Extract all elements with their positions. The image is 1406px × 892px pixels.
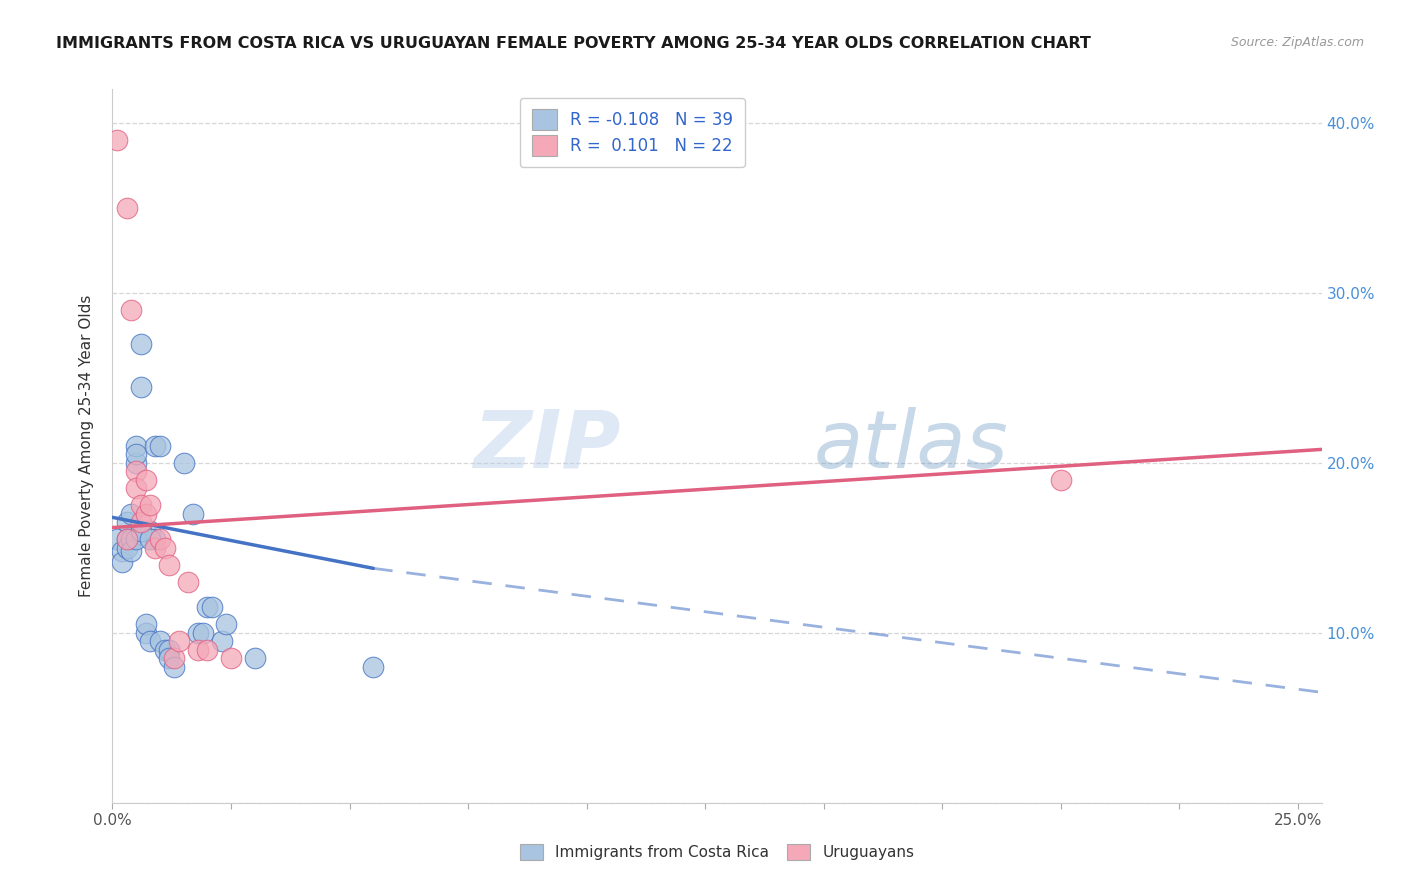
Point [215, 617, 238, 632]
Point [105, 533, 128, 547]
Point [201, 600, 224, 615]
Point [135, 617, 157, 632]
Point [115, 541, 138, 555]
Text: Source: ZipAtlas.com: Source: ZipAtlas.com [1230, 36, 1364, 49]
Point [115, 201, 138, 215]
Text: ZIP: ZIP [472, 407, 620, 485]
Point [115, 516, 138, 530]
Point [135, 507, 157, 521]
Point [139, 524, 162, 538]
Point [143, 541, 166, 555]
Point [120, 507, 142, 521]
Point [149, 533, 172, 547]
Point [173, 456, 195, 470]
Point [139, 499, 162, 513]
Point [120, 533, 142, 547]
Point [187, 643, 209, 657]
Legend: Immigrants from Costa Rica, Uruguayans: Immigrants from Costa Rica, Uruguayans [513, 838, 921, 866]
Text: IMMIGRANTS FROM COSTA RICA VS URUGUAYAN FEMALE POVERTY AMONG 25-34 YEAR OLDS COR: IMMIGRANTS FROM COSTA RICA VS URUGUAYAN … [56, 36, 1091, 51]
Point [211, 634, 233, 648]
Point [120, 544, 142, 558]
Point [111, 555, 134, 569]
Point [125, 482, 148, 496]
Point [115, 533, 138, 547]
Point [143, 439, 166, 453]
Point [181, 507, 204, 521]
Point [1050, 473, 1073, 487]
Point [139, 634, 162, 648]
Point [125, 533, 148, 547]
Point [163, 651, 186, 665]
Point [135, 626, 157, 640]
Point [125, 456, 148, 470]
Point [115, 533, 138, 547]
Point [177, 574, 200, 589]
Point [120, 303, 142, 318]
Point [135, 473, 157, 487]
Point [187, 626, 209, 640]
Point [139, 533, 162, 547]
Point [157, 643, 180, 657]
Point [243, 651, 266, 665]
Point [149, 439, 172, 453]
Point [129, 524, 152, 538]
Point [361, 660, 384, 674]
Point [125, 448, 148, 462]
Point [219, 651, 242, 665]
Point [105, 133, 128, 147]
Point [157, 558, 180, 572]
Point [111, 544, 134, 558]
Point [153, 643, 176, 657]
Point [195, 600, 218, 615]
Point [163, 660, 186, 674]
Point [191, 626, 214, 640]
Point [157, 651, 180, 665]
Point [195, 643, 218, 657]
Y-axis label: Female Poverty Among 25-34 Year Olds: Female Poverty Among 25-34 Year Olds [79, 295, 94, 597]
Point [129, 379, 152, 393]
Point [149, 634, 172, 648]
Point [129, 499, 152, 513]
Point [125, 465, 148, 479]
Point [167, 634, 190, 648]
Point [153, 541, 176, 555]
Point [129, 337, 152, 351]
Point [143, 533, 166, 547]
Point [125, 439, 148, 453]
Text: atlas: atlas [814, 407, 1008, 485]
Point [129, 516, 152, 530]
